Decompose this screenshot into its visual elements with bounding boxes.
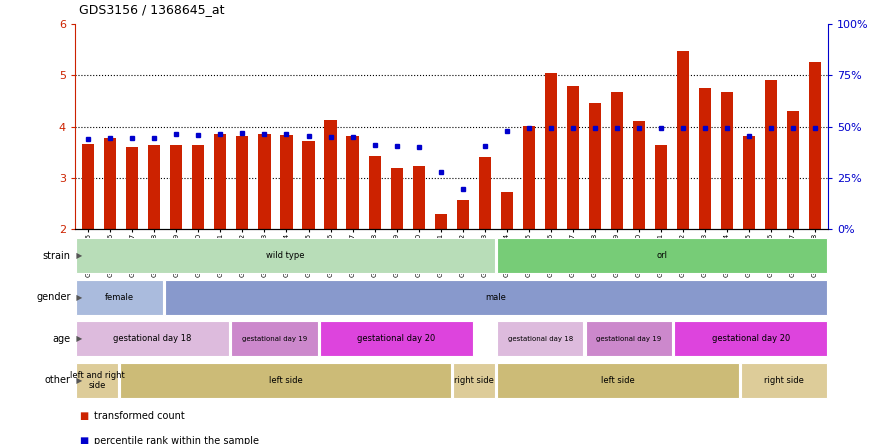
Text: transformed count: transformed count <box>94 412 185 421</box>
Bar <box>303 141 314 229</box>
Bar <box>76 280 162 315</box>
Bar <box>501 192 513 229</box>
Bar <box>76 363 118 398</box>
Bar <box>259 134 270 229</box>
Bar <box>170 146 183 229</box>
Bar <box>721 92 733 229</box>
Text: gestational day 19: gestational day 19 <box>596 336 661 342</box>
Bar <box>497 363 738 398</box>
Text: ▶: ▶ <box>74 376 82 385</box>
Bar <box>787 111 799 229</box>
Bar <box>434 214 447 229</box>
Bar <box>104 138 117 229</box>
Bar <box>655 145 667 229</box>
Bar <box>497 238 827 273</box>
Bar <box>809 62 821 229</box>
Bar <box>545 73 557 229</box>
Bar <box>368 156 381 229</box>
Bar <box>698 88 711 229</box>
Bar <box>457 199 469 229</box>
Text: gestational day 20: gestational day 20 <box>712 334 790 343</box>
Text: GDS3156 / 1368645_at: GDS3156 / 1368645_at <box>79 3 225 16</box>
Bar <box>497 321 584 357</box>
Text: gestational day 20: gestational day 20 <box>357 334 435 343</box>
Text: strain: strain <box>42 250 71 261</box>
Bar <box>741 363 827 398</box>
Bar <box>677 52 689 229</box>
Bar <box>281 135 292 229</box>
Bar <box>743 136 755 229</box>
Text: age: age <box>52 334 71 344</box>
Text: ▶: ▶ <box>74 293 82 302</box>
Bar <box>76 238 494 273</box>
Bar <box>231 321 318 357</box>
Bar <box>523 126 535 229</box>
Text: other: other <box>45 376 71 385</box>
Bar <box>633 122 645 229</box>
Bar <box>215 134 226 229</box>
Text: left side: left side <box>601 376 635 385</box>
Text: orl: orl <box>657 251 668 260</box>
Bar <box>589 103 600 229</box>
Text: wild type: wild type <box>267 251 305 260</box>
Text: right side: right side <box>454 376 494 385</box>
Text: ■: ■ <box>79 436 88 444</box>
Text: ▶: ▶ <box>74 251 82 260</box>
Text: gestational day 18: gestational day 18 <box>113 334 192 343</box>
Bar <box>120 363 450 398</box>
Text: ▶: ▶ <box>74 334 82 343</box>
Bar <box>192 146 205 229</box>
Bar <box>453 363 494 398</box>
Bar <box>165 280 827 315</box>
Bar <box>320 321 472 357</box>
Text: left and right
side: left and right side <box>70 371 125 390</box>
Bar <box>611 92 623 229</box>
Bar <box>567 86 579 229</box>
Text: ■: ■ <box>79 412 88 421</box>
Bar <box>675 321 827 357</box>
Text: gender: gender <box>36 292 71 302</box>
Bar <box>479 157 491 229</box>
Bar <box>765 80 777 229</box>
Text: male: male <box>486 293 506 302</box>
Bar <box>346 136 358 229</box>
Bar <box>412 166 425 229</box>
Bar <box>82 144 94 229</box>
Text: left side: left side <box>268 376 302 385</box>
Bar <box>126 147 139 229</box>
Bar <box>585 321 672 357</box>
Text: gestational day 18: gestational day 18 <box>508 336 573 342</box>
Bar <box>148 146 161 229</box>
Bar <box>237 136 248 229</box>
Bar <box>390 168 403 229</box>
Text: percentile rank within the sample: percentile rank within the sample <box>94 436 259 444</box>
Bar <box>76 321 229 357</box>
Bar <box>324 120 336 229</box>
Text: female: female <box>105 293 134 302</box>
Text: gestational day 19: gestational day 19 <box>242 336 307 342</box>
Text: right side: right side <box>764 376 804 385</box>
